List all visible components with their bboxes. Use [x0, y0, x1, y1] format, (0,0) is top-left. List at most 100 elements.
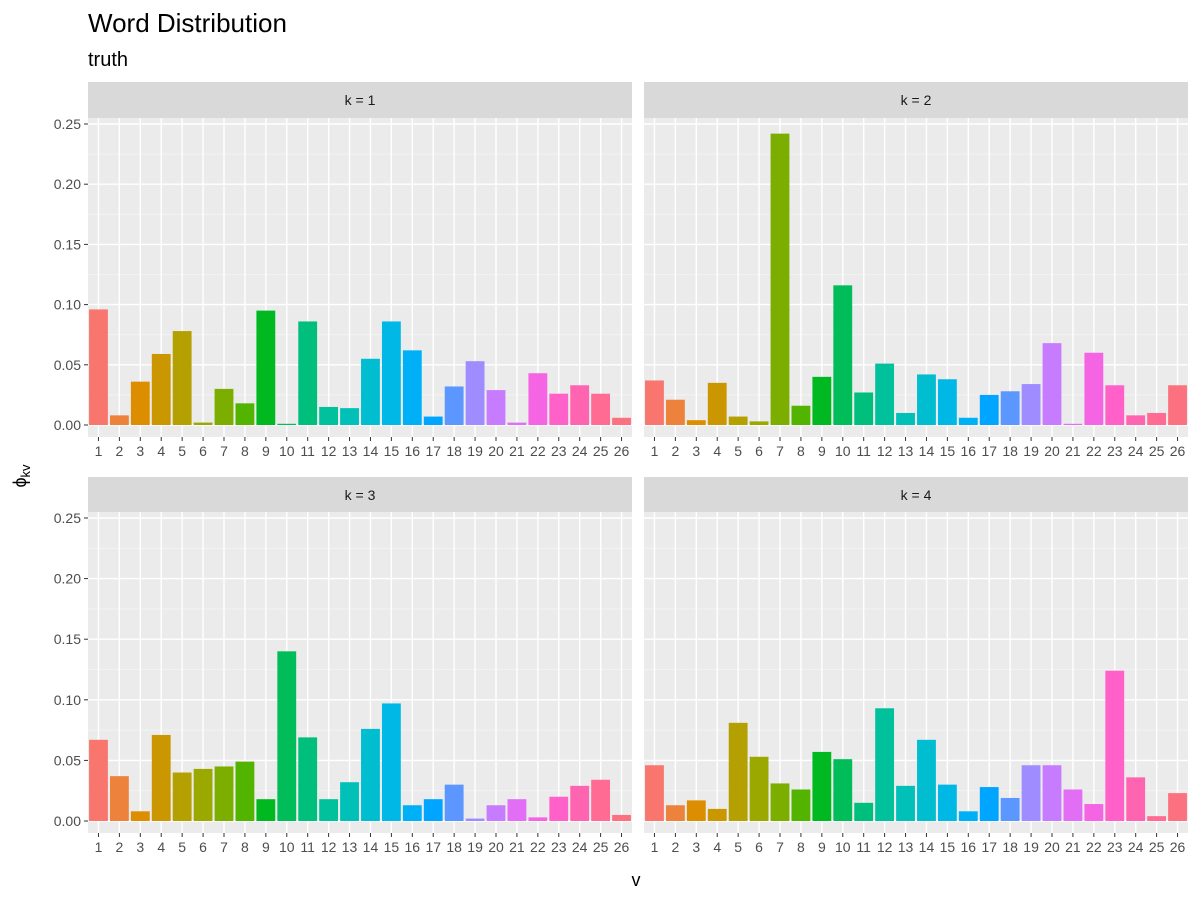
x-tick-label: 5 [178, 443, 186, 459]
bar [486, 805, 506, 821]
x-tick-label: 5 [734, 839, 742, 855]
x-tick-label: 2 [115, 839, 123, 855]
x-tick-label: 25 [593, 443, 609, 459]
chart-subtitle: truth [88, 49, 128, 71]
bar [958, 811, 978, 821]
bar [465, 818, 485, 821]
facet-strip-label: k = 1 [345, 92, 376, 108]
x-tick-label: 20 [1044, 443, 1060, 459]
bar [235, 403, 255, 425]
bar [549, 796, 569, 821]
bar [109, 776, 129, 821]
x-tick-label: 24 [572, 443, 588, 459]
bar [645, 380, 664, 425]
chart-title: Word Distribution [88, 8, 287, 38]
facet-strip-label: k = 3 [345, 487, 376, 503]
x-tick-label: 3 [692, 443, 700, 459]
bar [298, 737, 318, 821]
x-tick-label: 26 [1170, 839, 1186, 855]
bar [854, 802, 874, 821]
bar [1168, 793, 1187, 821]
bar [833, 285, 853, 425]
bar [1105, 385, 1125, 425]
x-tick-label: 19 [1023, 443, 1039, 459]
bar [361, 728, 380, 821]
bar [896, 785, 915, 821]
bar [707, 382, 727, 425]
x-tick-label: 7 [776, 839, 784, 855]
x-tick-label: 6 [199, 839, 207, 855]
bar [979, 787, 999, 821]
facet-panel: k = 41 2 3 4 5 6 7 8 9 10 11 12 13 14 15 16 17 18 19 20 21 22… [644, 477, 1188, 855]
x-tick-label: 20 [488, 443, 504, 459]
bar [109, 415, 129, 425]
bar [749, 756, 769, 821]
x-tick-label: 21 [509, 443, 525, 459]
facet-strip-label: k = 2 [901, 92, 932, 108]
x-tick-label: 12 [321, 443, 337, 459]
x-tick-label: 21 [1065, 443, 1081, 459]
y-tick-label: 0.15 [54, 236, 81, 252]
bar [465, 361, 485, 425]
bar [1000, 391, 1020, 425]
facet-strip [88, 82, 632, 118]
bar [235, 761, 255, 821]
x-tick-label: 21 [509, 839, 525, 855]
x-tick-label: 10 [835, 443, 851, 459]
x-tick-label: 8 [797, 839, 805, 855]
y-tick-label: 0.05 [54, 752, 81, 768]
bar [256, 310, 276, 425]
x-tick-label: 4 [713, 443, 721, 459]
bar [193, 422, 213, 425]
x-tick-label: 22 [530, 839, 546, 855]
bar [1126, 777, 1146, 821]
bar [89, 309, 108, 425]
bar [791, 405, 811, 425]
bar [214, 388, 234, 425]
bar [172, 772, 192, 821]
bar [686, 800, 706, 821]
bar [875, 363, 895, 425]
facet-panel: k = 31 2 3 4 5 6 7 8 9 10 11 12 13 14 15 16 17 18 19 20 21 22… [54, 477, 632, 855]
x-tick-label: 13 [342, 443, 358, 459]
x-tick-label: 15 [940, 839, 956, 855]
x-tick-label: 11 [856, 839, 871, 855]
bar [875, 708, 895, 821]
bar [1021, 384, 1041, 425]
x-tick-label: 11 [300, 443, 315, 459]
bar [1042, 343, 1062, 425]
x-tick-label: 2 [115, 443, 123, 459]
x-tick-label: 19 [1023, 839, 1039, 855]
bar [89, 739, 108, 821]
x-tick-label: 2 [671, 443, 679, 459]
bar [277, 423, 297, 425]
bar [361, 358, 380, 425]
x-tick-label: 17 [425, 839, 441, 855]
x-tick-label: 19 [467, 443, 483, 459]
bar [791, 789, 811, 821]
bar [591, 779, 611, 821]
bar [1105, 670, 1125, 821]
bar [749, 421, 769, 425]
bar [151, 353, 171, 425]
x-tick-label: 1 [651, 443, 659, 459]
x-tick-label: 14 [919, 443, 935, 459]
bar [423, 799, 443, 821]
x-tick-label: 6 [755, 443, 763, 459]
bar [340, 782, 359, 821]
x-tick-label: 7 [220, 443, 228, 459]
bar [1147, 816, 1167, 821]
x-tick-label: 8 [241, 839, 249, 855]
x-tick-label: 16 [961, 839, 977, 855]
bar [507, 422, 527, 425]
bar [444, 784, 464, 821]
bar [665, 399, 685, 425]
x-tick-label: 8 [797, 443, 805, 459]
bar [833, 759, 853, 821]
x-tick-label: 17 [981, 839, 997, 855]
x-tick-label: 7 [220, 839, 228, 855]
x-tick-label: 3 [136, 839, 144, 855]
y-axis-title: ϕkv [10, 464, 33, 488]
y-tick-label: 0.20 [54, 176, 81, 192]
